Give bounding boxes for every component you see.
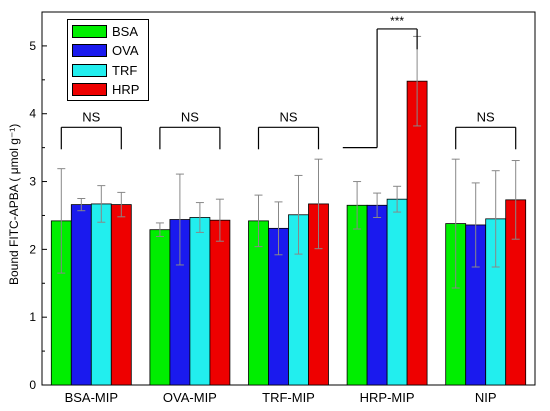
legend-item-ova: OVA <box>72 43 139 59</box>
legend-label: BSA <box>112 23 139 39</box>
y-tick-label: 5 <box>29 39 36 53</box>
y-tick-label: 2 <box>29 242 36 256</box>
legend: BSA OVA TRF HRP <box>67 19 149 101</box>
significance-label: NS <box>477 109 495 124</box>
bar-hrp <box>406 80 428 386</box>
y-tick-label: 4 <box>29 107 36 121</box>
legend-swatch <box>72 63 107 77</box>
legend-swatch <box>72 83 107 96</box>
legend-label: HRP <box>112 82 140 97</box>
bar-hrp <box>110 204 132 386</box>
legend-swatch <box>72 24 107 38</box>
x-tick-label: HRP-MIP <box>360 390 415 405</box>
bar-bsa <box>346 204 368 386</box>
legend-item-bsa: BSA <box>72 23 138 39</box>
legend-label: TRF <box>112 62 138 78</box>
y-tick-label: 1 <box>29 310 36 324</box>
x-tick-label: NIP <box>475 390 497 405</box>
bar-trf <box>90 203 112 386</box>
bar-ova <box>366 204 388 386</box>
x-tick-label: BSA-MIP <box>65 390 118 405</box>
significance-label: NS <box>82 109 100 124</box>
significance-label: NS <box>181 109 199 124</box>
significance-label: *** <box>390 14 404 28</box>
y-tick-label: 3 <box>29 175 36 189</box>
y-axis-label: Bound FITC-APBA ( μmol g⁻¹) <box>7 123 21 285</box>
bar-ova <box>70 204 92 386</box>
bar-trf <box>189 217 211 386</box>
legend-swatch <box>72 44 107 57</box>
legend-item-trf: TRF <box>72 62 137 78</box>
y-tick-label: 0 <box>29 378 36 392</box>
legend-label: OVA <box>112 43 139 58</box>
significance-label: NS <box>279 109 297 124</box>
bar-bsa <box>149 229 171 386</box>
bar-hrp <box>209 219 231 386</box>
x-tick-label: OVA-MIP <box>163 390 217 405</box>
x-tick-label: TRF-MIP <box>262 390 315 405</box>
legend-item-hrp: HRP <box>72 82 139 98</box>
bar-trf <box>386 198 408 386</box>
